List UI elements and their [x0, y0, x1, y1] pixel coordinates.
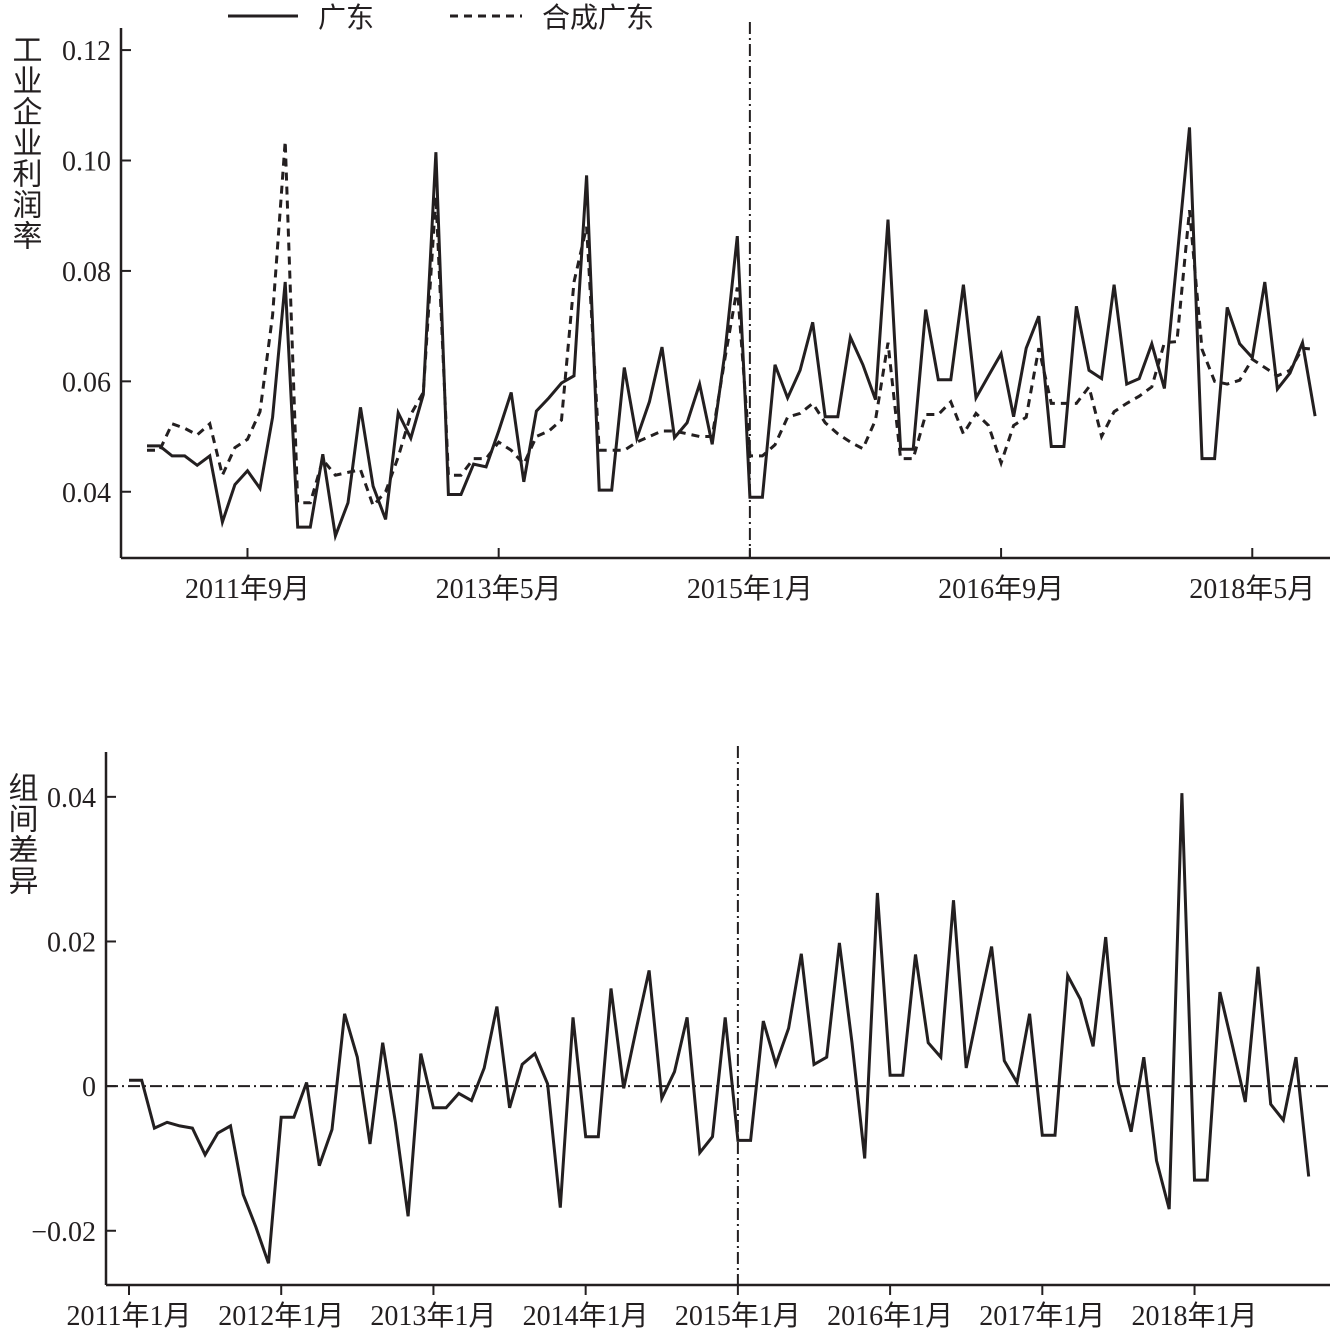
top-panel-profit-rate: 广东 合成广东 工业企业利润率 0.04 0.06 0.08 0.10 0.12 2011… [7, 1, 1330, 605]
series-line-guangdong [147, 127, 1317, 542]
y-tick-label: 0.04 [62, 478, 111, 509]
x-tick-label: 2018年5月 [1189, 573, 1315, 605]
x-tick-label: 2015年1月 [687, 573, 813, 605]
series-line-difference [129, 793, 1311, 1264]
y-axis-label: 工业企业利润率 [7, 34, 43, 251]
chart-marks: 0.04 0.06 0.08 0.10 0.12 2011年9月 2013年5月 2015年1… [62, 22, 1330, 605]
series-line-synthetic-guangdong [147, 141, 1316, 509]
x-tick-label: 2012年1月 [218, 1300, 344, 1329]
x-tick-label: 2018年1月 [1132, 1300, 1258, 1329]
x-tick-label: 2013年5月 [436, 573, 562, 605]
y-tick-label: 0.02 [47, 927, 96, 958]
x-tick-label: 2014年1月 [523, 1300, 649, 1329]
y-axis-label: 组间差异 [3, 772, 38, 896]
x-tick-label: 2016年9月 [938, 573, 1064, 605]
y-tick-label: 0.12 [62, 36, 111, 67]
y-tick-label: 0.08 [62, 257, 111, 288]
y-tick-label: 0.04 [47, 783, 96, 814]
chart-marks: −0.02 0 0.02 0.04 2011年1月 2012年1月 2013年1月 2014年… [31, 746, 1330, 1329]
legend-label-guangdong: 广东 [318, 1, 374, 34]
y-tick-label: −0.02 [31, 1217, 96, 1248]
x-tick-label: 2017年1月 [979, 1300, 1105, 1329]
y-tick-label: 0.10 [62, 147, 111, 178]
x-tick-label: 2011年1月 [67, 1300, 192, 1329]
y-tick-label: 0 [82, 1072, 96, 1103]
x-tick-label: 2013年1月 [370, 1300, 496, 1329]
x-tick-label: 2011年9月 [185, 573, 310, 605]
legend: 广东 合成广东 [228, 1, 654, 34]
bottom-panel-group-difference: 组间差异 −0.02 0 0.02 0.04 2011年1月 2012年1月 2013年1月… [3, 746, 1330, 1329]
y-tick-label: 0.06 [62, 367, 111, 398]
legend-label-synthetic-guangdong: 合成广东 [542, 1, 654, 34]
x-tick-label: 2015年1月 [675, 1300, 801, 1329]
x-tick-label: 2016年1月 [827, 1300, 953, 1329]
